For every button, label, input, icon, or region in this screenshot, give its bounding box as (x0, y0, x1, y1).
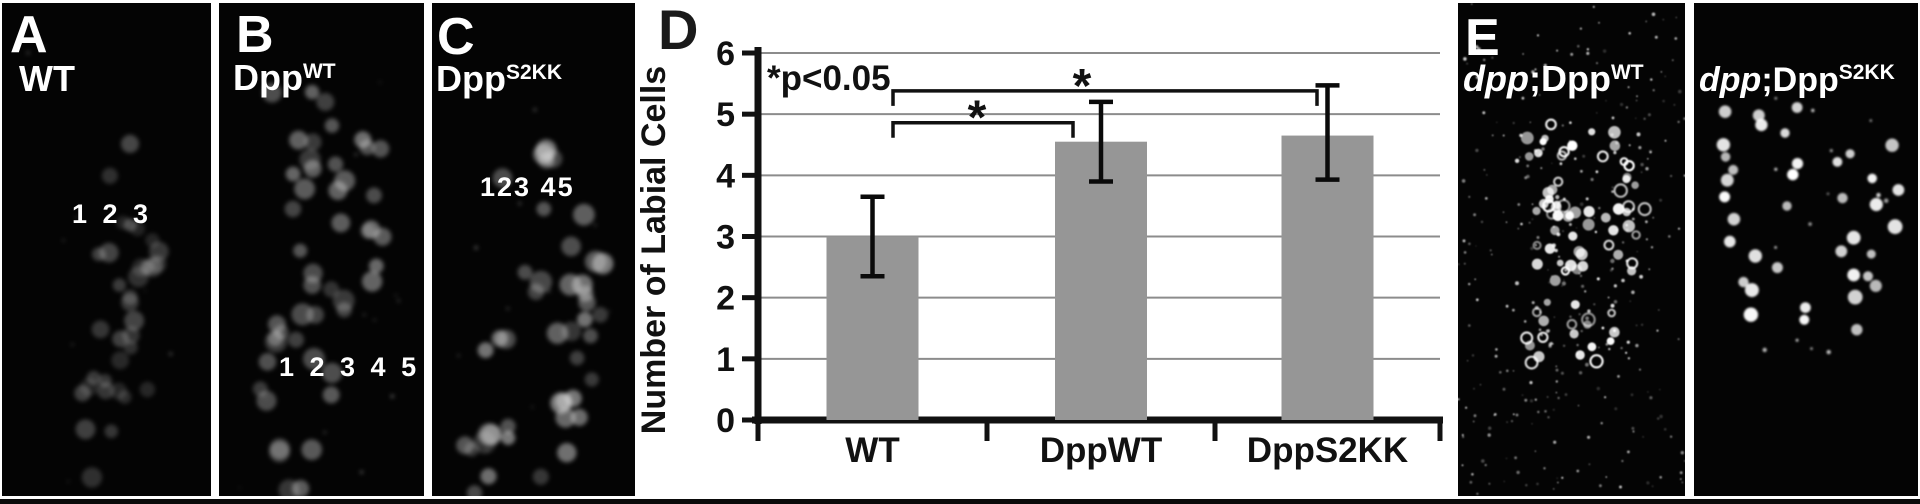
panel-d-letter: D (658, 0, 699, 61)
panel-a-genotype-label: WT (19, 61, 75, 97)
panel-a-cells-image (26, 45, 173, 488)
svg-text:5: 5 (716, 96, 735, 134)
panel-b-letter: B (236, 6, 274, 64)
panel-e-left-superscript: WT (1610, 61, 1644, 84)
panel-c-genotype-label: DppS2KK (436, 61, 562, 97)
labial-cells-bar-chart: * * 0 1 2 3 4 5 6 WT DppWT DppS2KK Number of Labial … (635, 35, 1443, 470)
panel-b-cell-numbers: 1 2 3 4 5 (279, 352, 421, 382)
panel-b-genotype-label: DppWT (233, 60, 336, 96)
svg-text:Number of Labial Cells: Number of Labial Cells (635, 66, 673, 434)
panel-c-letter: C (437, 8, 475, 66)
panel-b-genotype-superscript: WT (302, 60, 336, 83)
svg-text:2: 2 (716, 280, 735, 318)
svg-text:*: * (968, 92, 987, 145)
panel-b-cells-image (238, 32, 400, 496)
svg-text:3: 3 (716, 219, 735, 257)
panel-c-genotype-text: Dpp (436, 58, 506, 99)
panel-b-micrograph: B DppWT 1 2 3 4 5 (219, 3, 424, 496)
panel-e-left-gene-italic: dpp (1463, 58, 1529, 99)
panel-e-left-micrograph: E dpp;DppWT (1458, 3, 1685, 496)
panel-e-right-cells-image (1716, 96, 1905, 355)
svg-text:WT: WT (845, 431, 899, 470)
panel-c-micrograph: C DppS2KK 123 45 (432, 3, 635, 496)
svg-text:DppS2KK: DppS2KK (1247, 431, 1408, 470)
svg-text:4: 4 (716, 157, 735, 195)
svg-text:6: 6 (716, 35, 735, 73)
panel-a-micrograph: A WT 1 2 3 (2, 3, 211, 496)
panel-e-right-protein: Dpp (1772, 61, 1839, 99)
panel-e-left-separator: ; (1528, 58, 1541, 99)
panel-e-letter: E (1465, 9, 1500, 67)
panel-e-right-separator: ; (1761, 61, 1773, 99)
svg-text:0: 0 (716, 402, 735, 440)
panel-e-left-cells-image (1458, 3, 1685, 495)
panel-c-genotype-superscript: S2KK (505, 61, 563, 84)
panel-a-cell-numbers: 1 2 3 (72, 199, 153, 229)
panel-c-cells-image (456, 108, 614, 496)
panel-e-right-genotype-label: dpp;DppS2KK (1699, 62, 1895, 97)
svg-text:*: * (1073, 60, 1092, 113)
panel-e-right-gene-italic: dpp (1699, 61, 1762, 99)
figure-bottom-border (0, 499, 1920, 504)
panel-e-left-protein: Dpp (1540, 58, 1611, 99)
panel-e-right-superscript: S2KK (1838, 61, 1895, 84)
panel-e-left-genotype-label: dpp;DppWT (1463, 61, 1644, 97)
svg-text:*p<0.05: *p<0.05 (767, 59, 891, 98)
panel-a-genotype-text: WT (19, 58, 75, 99)
svg-text:1: 1 (716, 341, 735, 379)
svg-text:DppWT: DppWT (1040, 431, 1162, 470)
panel-b-genotype-text: Dpp (233, 57, 303, 98)
panel-e-right-micrograph: dpp;DppS2KK (1694, 3, 1918, 496)
panel-a-letter: A (10, 6, 48, 64)
panel-c-cell-numbers: 123 45 (480, 172, 575, 202)
